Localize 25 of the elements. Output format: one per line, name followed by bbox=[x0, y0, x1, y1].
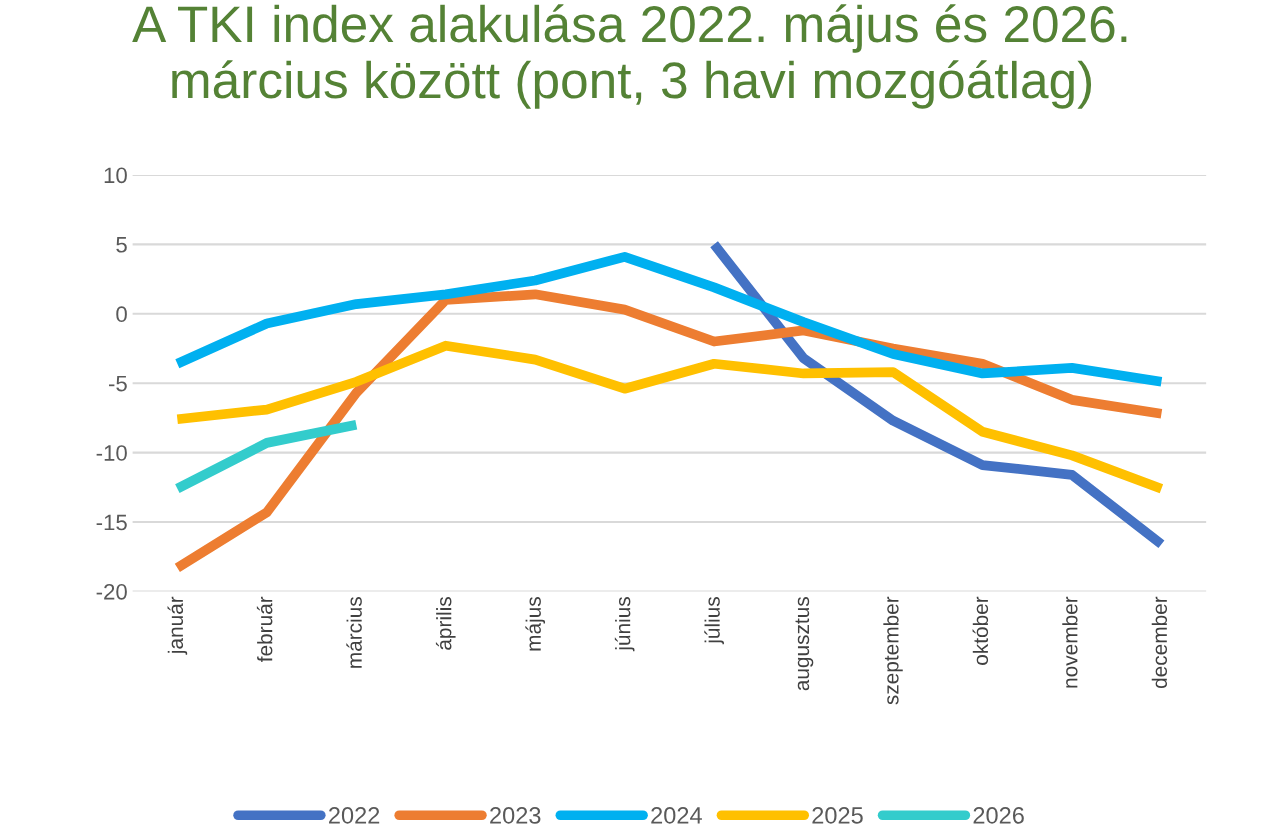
legend-label: 2026 bbox=[973, 807, 1024, 824]
x-tick-label: április bbox=[435, 597, 456, 650]
y-tick-label: 10 bbox=[104, 167, 127, 184]
legend-label: 2023 bbox=[490, 807, 541, 824]
y-tick-label: -20 bbox=[96, 583, 127, 600]
x-tick-label: május bbox=[525, 597, 546, 651]
legend-label: 2022 bbox=[329, 807, 380, 824]
x-tick-label: augusztus bbox=[795, 597, 814, 691]
chart-title: A TKI index alakulása 2022. május és 2026. március között (pont, 3 havi mozgóátlag) bbox=[132, 4, 1127, 109]
y-tick-label: -5 bbox=[108, 375, 127, 392]
y-tick-label: 5 bbox=[116, 237, 127, 253]
x-tick-label: február bbox=[256, 596, 273, 662]
y-tick-label: -10 bbox=[96, 445, 127, 461]
x-tick-label: január bbox=[167, 596, 188, 655]
x-tick-label: október bbox=[972, 596, 989, 665]
x-tick-label: november bbox=[1062, 596, 1078, 688]
x-tick-label: szeptember bbox=[883, 596, 903, 705]
x-tick-label: június bbox=[614, 597, 635, 652]
legend-label: 2025 bbox=[812, 807, 863, 824]
y-tick-label: 0 bbox=[116, 306, 127, 323]
legend-label: 2024 bbox=[651, 807, 702, 824]
y-tick-label: -15 bbox=[96, 514, 127, 531]
x-tick-label: július bbox=[704, 597, 724, 645]
x-tick-label: március bbox=[346, 597, 362, 668]
x-tick-label: december bbox=[1151, 596, 1168, 689]
